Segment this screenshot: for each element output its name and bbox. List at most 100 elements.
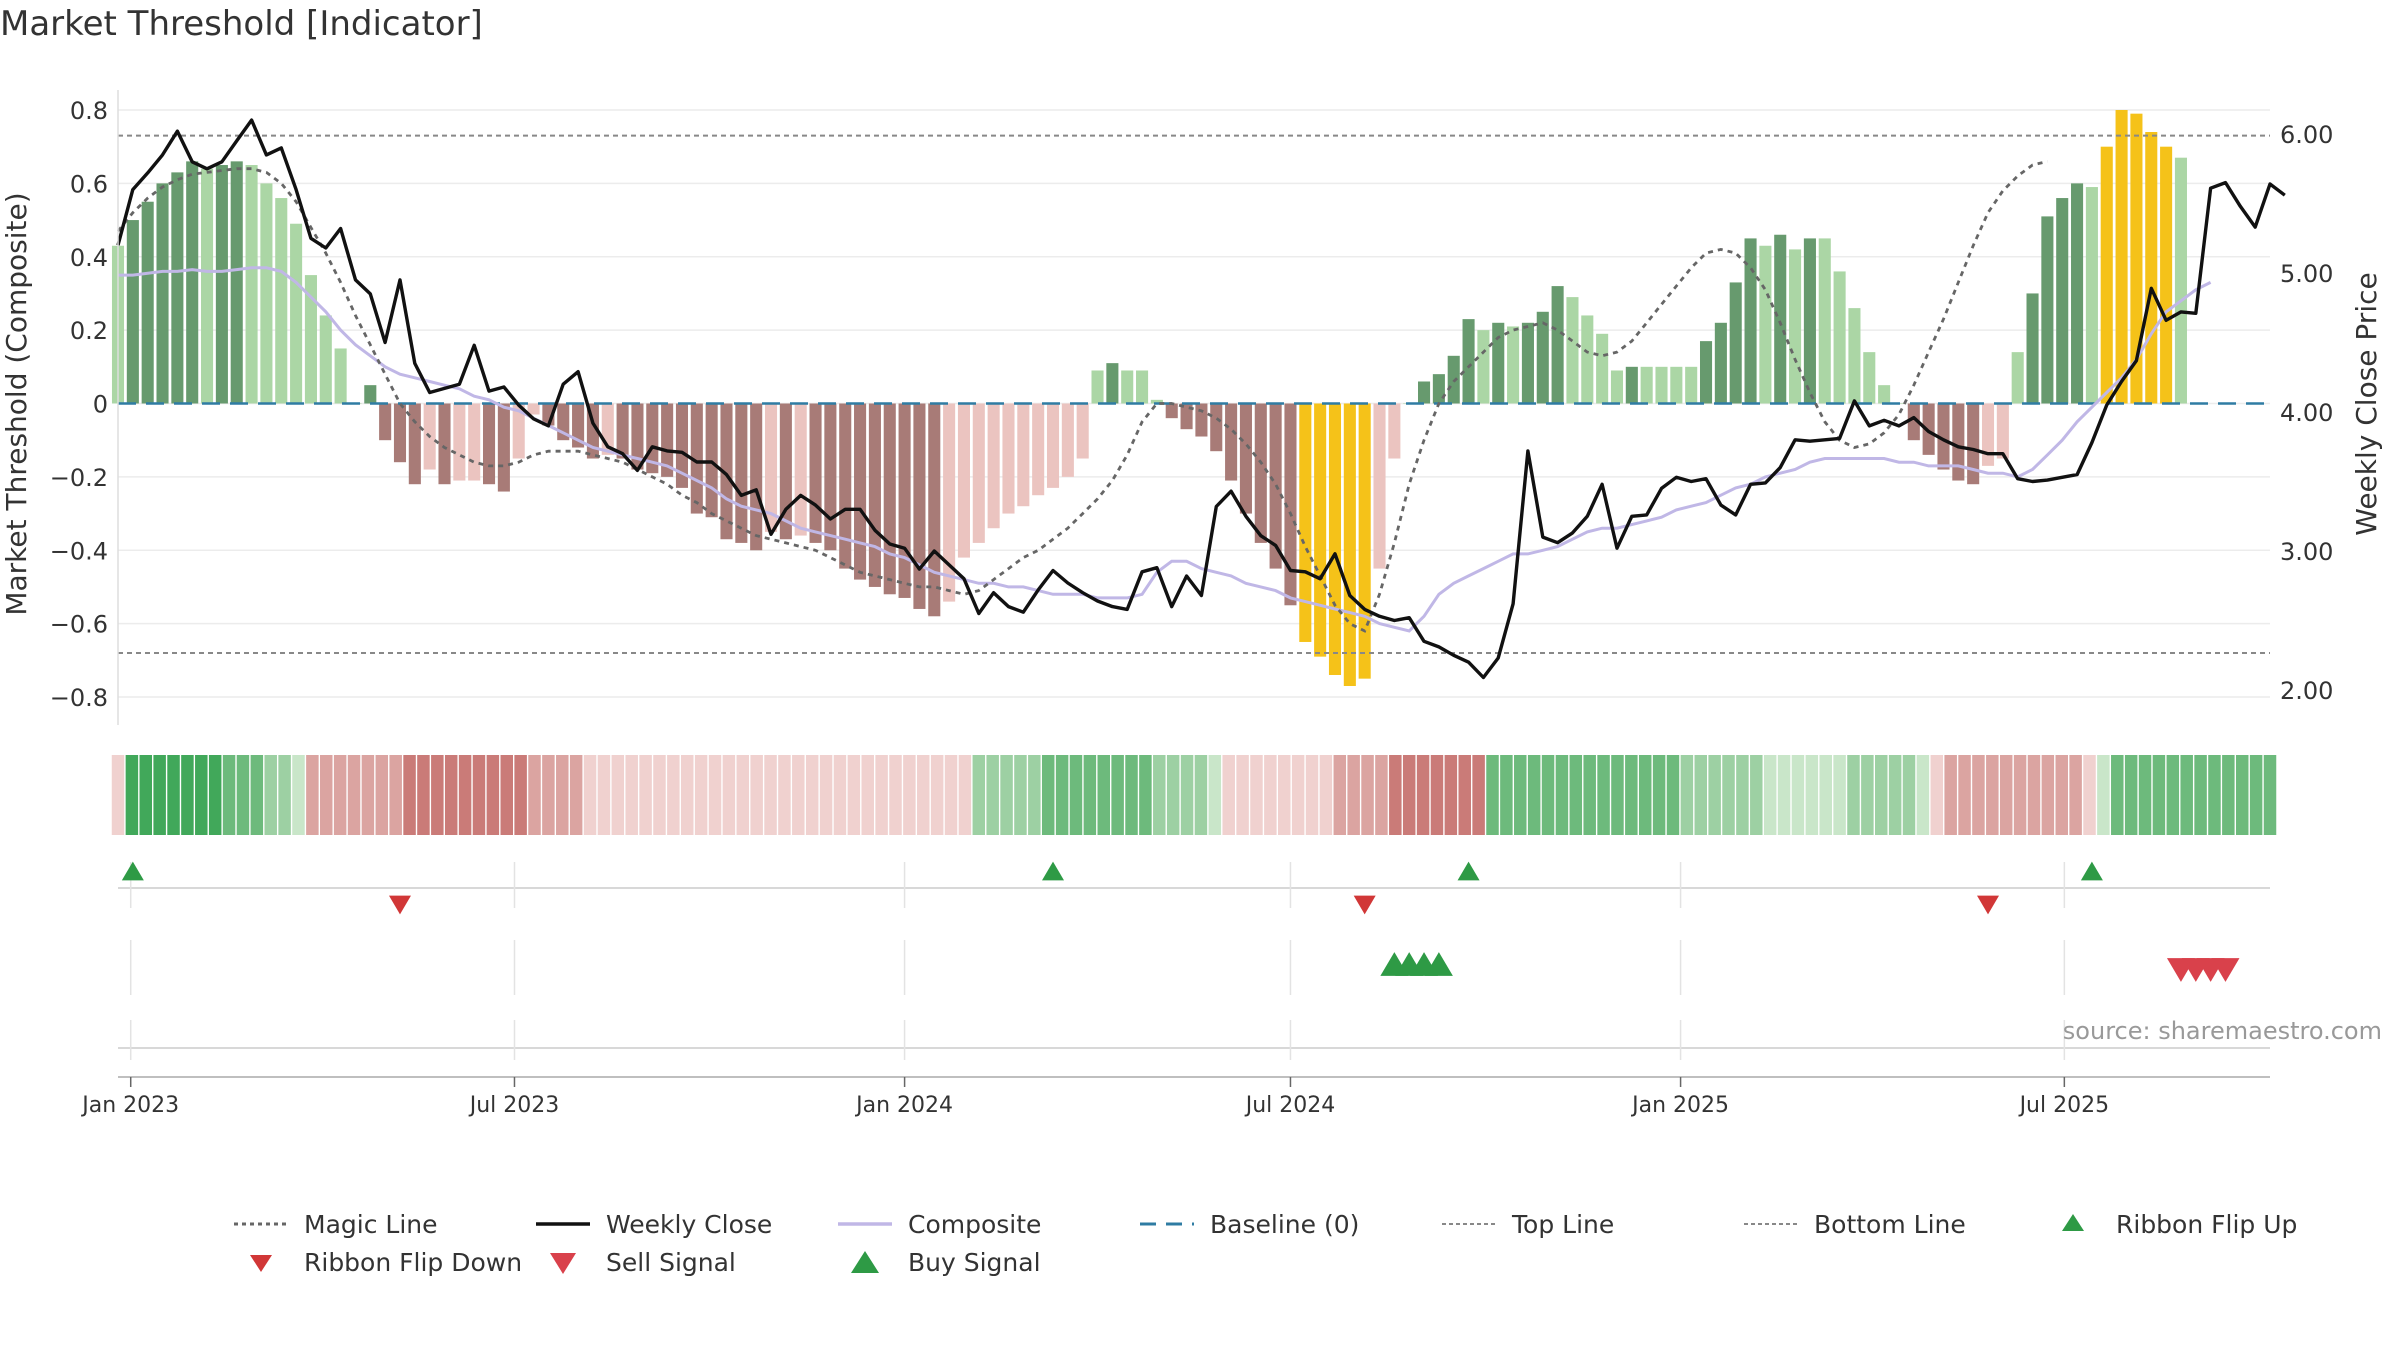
composite-bar [1477, 330, 1490, 404]
composite-bar [1833, 271, 1846, 404]
composite-bar [1566, 297, 1579, 404]
ribbon-cell [1028, 755, 1041, 835]
y-tick-label: −0.8 [50, 684, 108, 712]
composite-bar [364, 385, 377, 404]
ribbon-cell [833, 755, 847, 835]
composite-bar [408, 403, 421, 485]
ribbon-cell [597, 755, 611, 835]
composite-bar [1655, 366, 1668, 404]
ribbon-cell [1264, 755, 1277, 835]
composite-bar [2145, 132, 2158, 404]
composite-bar [987, 403, 1000, 529]
composite-bar [1863, 352, 1876, 404]
ribbon-cell [1069, 755, 1083, 835]
y-tick-label: −0.6 [50, 611, 108, 639]
ribbon-cell [250, 755, 264, 835]
y-axis-label: Market Threshold (Composite) [0, 192, 33, 615]
composite-bar [1551, 286, 1564, 404]
composite-bar [1165, 403, 1178, 419]
composite-bar [379, 403, 392, 441]
x-tick-label: Jul 2024 [1244, 1093, 1336, 1118]
ribbon-cell [1166, 755, 1180, 835]
legend-item-ribbon-flip-down[interactable]: Ribbon Flip Down [230, 1247, 532, 1277]
ribbon-flip-down-marker [388, 895, 411, 915]
composite-bar [750, 403, 763, 551]
legend-item-composite[interactable]: Composite [834, 1209, 1136, 1239]
ribbon-cell [306, 755, 319, 835]
composite-bar [512, 403, 525, 459]
composite-bar [898, 403, 911, 598]
magic-line [116, 160, 2048, 633]
composite-bar [868, 403, 881, 587]
ribbon-cell [2166, 755, 2180, 835]
legend-item-bottom-line[interactable]: Bottom Line [1740, 1209, 2042, 1239]
ribbon-cell [805, 755, 819, 835]
legend-item-magic-line[interactable]: Magic Line [230, 1209, 532, 1239]
composite-bar [1640, 366, 1653, 404]
composite-bar [2100, 146, 2113, 404]
ribbon-cell [1375, 755, 1388, 835]
ribbon-cell [139, 755, 153, 835]
ribbon-cell [1777, 755, 1791, 835]
composite-bar [1922, 403, 1935, 455]
composite-bar [1670, 366, 1683, 404]
ribbon-cell [1291, 755, 1305, 835]
ribbon-cell [1888, 755, 1902, 835]
ribbon-cell [208, 755, 222, 835]
y-tick-label: 0.4 [70, 244, 108, 272]
legend-item-baseline[interactable]: Baseline (0) [1136, 1209, 1438, 1239]
composite-bar [1789, 249, 1802, 404]
composite-bar [1284, 403, 1297, 606]
composite-bar [1625, 366, 1638, 404]
composite-bar [2160, 146, 2173, 404]
ribbon-cell [1916, 755, 1930, 835]
composite-bar [928, 403, 941, 617]
composite-bar [1521, 322, 1534, 404]
composite-bar [1210, 403, 1223, 452]
ribbon-cell [1972, 755, 1985, 835]
composite-bar [1507, 326, 1520, 404]
ribbon-cell [278, 755, 291, 835]
ribbon-cell [1986, 755, 1999, 835]
ribbon-cell [153, 755, 166, 835]
ribbon-cell [1153, 755, 1166, 835]
ribbon-cell [611, 755, 625, 835]
composite-bar [1388, 403, 1401, 459]
ribbon-cell [2138, 755, 2152, 835]
legend-item-weekly-close[interactable]: Weekly Close [532, 1209, 834, 1239]
composite-bar [1046, 403, 1060, 488]
ribbon-cell [2249, 755, 2263, 835]
composite-bar [1848, 308, 1861, 404]
ribbon-cell [403, 755, 416, 835]
composite-bar [1373, 403, 1386, 569]
lavender-line-icon [834, 1209, 896, 1239]
ribbon-cell [375, 755, 389, 835]
composite-bar [1596, 333, 1609, 404]
legend-item-sell-signal[interactable]: Sell Signal [532, 1247, 834, 1277]
ribbon-cell [1875, 755, 1888, 835]
ribbon-cell [500, 755, 513, 835]
legend-item-buy-signal[interactable]: Buy Signal [834, 1247, 1136, 1277]
buy-signal-marker [1424, 952, 1453, 976]
composite-bar [1536, 311, 1549, 404]
composite-bar [1774, 234, 1787, 404]
ribbon-cell [944, 755, 958, 835]
ribbon-cell [1083, 755, 1097, 835]
dotted-gray-line-icon [1438, 1209, 1500, 1239]
composite-bar [334, 348, 347, 404]
chart-title: Market Threshold [Indicator] [0, 4, 483, 44]
ribbon-cell [333, 755, 347, 835]
composite-bar [1225, 403, 1238, 481]
ribbon-cell [1555, 755, 1569, 835]
legend-item-top-line[interactable]: Top Line [1438, 1209, 1740, 1239]
ribbon-band [111, 755, 2277, 835]
y2-tick-label: 4.00 [2280, 399, 2333, 427]
composite-bar [1358, 403, 1371, 679]
composite-bar [1996, 403, 2009, 459]
ribbon-cell [1861, 755, 1874, 835]
ribbon-cell [1208, 755, 1222, 835]
y-tick-label: 0 [93, 391, 108, 419]
composite-bar [690, 403, 703, 514]
composite-bar [156, 183, 169, 404]
legend-item-ribbon-flip-up[interactable]: Ribbon Flip Up [2042, 1209, 2344, 1239]
